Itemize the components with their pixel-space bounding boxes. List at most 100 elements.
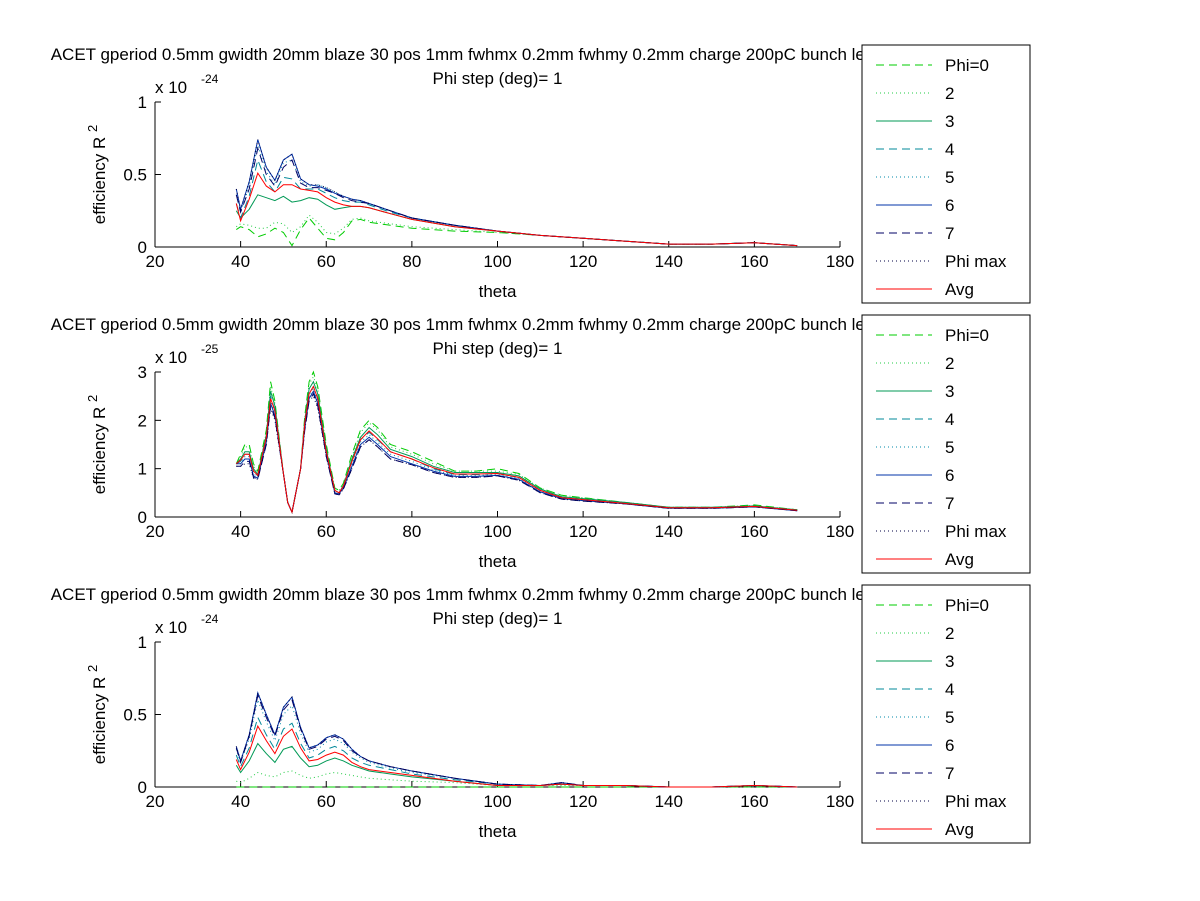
legend-entry-label: 2 bbox=[945, 354, 954, 373]
x-tick-label: 120 bbox=[569, 252, 597, 271]
legend-box bbox=[861, 44, 1031, 304]
series-line-3 bbox=[235, 742, 798, 788]
legend-entry-label: Avg bbox=[945, 550, 974, 569]
legend-entry-label: Avg bbox=[945, 280, 974, 299]
series-line-3 bbox=[235, 194, 798, 247]
legend-entry-label: Phi=0 bbox=[945, 56, 989, 75]
legend-entry-label: Phi max bbox=[945, 252, 1007, 271]
legend-entry-label: Phi=0 bbox=[945, 326, 989, 345]
series-line-phi-0 bbox=[235, 370, 798, 514]
legend: Phi=0 2 3 4 5 6 7 Phi max Avg bbox=[861, 44, 1031, 304]
series-line-7 bbox=[235, 693, 798, 788]
x-tick-label: 100 bbox=[483, 792, 511, 811]
plot-title: ACET gperiod 0.5mm gwidth 20mm blaze 30 … bbox=[51, 585, 945, 604]
x-tick-label: 160 bbox=[740, 252, 768, 271]
y-axis-label: efficiency R 2 bbox=[85, 665, 109, 765]
y-multiplier-exponent: -24 bbox=[201, 72, 219, 86]
y-tick-label: 1 bbox=[138, 633, 147, 652]
legend-entry-label: 2 bbox=[945, 84, 954, 103]
legend: Phi=0 2 3 4 5 6 7 Phi max Avg bbox=[861, 584, 1031, 844]
x-tick-label: 20 bbox=[146, 792, 165, 811]
legend-entry-label: Phi max bbox=[945, 792, 1007, 811]
y-axis-label: efficiency R 2 bbox=[85, 395, 109, 495]
y-multiplier-exponent: -24 bbox=[201, 612, 219, 626]
legend-entry-label: 4 bbox=[945, 680, 954, 699]
legend-entry-label: 7 bbox=[945, 764, 954, 783]
y-axis-label-superscript: 2 bbox=[85, 665, 100, 672]
legend-entry-label: 7 bbox=[945, 494, 954, 513]
series-line-6 bbox=[235, 691, 798, 788]
subplot-3: ACET gperiod 0.5mm gwidth 20mm blaze 30 … bbox=[51, 585, 945, 841]
series-line-4 bbox=[236, 385, 798, 514]
subplot-2: ACET gperiod 0.5mm gwidth 20mm blaze 30 … bbox=[51, 315, 945, 571]
y-multiplier: x 10 bbox=[155, 348, 187, 367]
x-tick-label: 140 bbox=[655, 522, 683, 541]
x-tick-label: 100 bbox=[483, 522, 511, 541]
plot-subtitle: Phi step (deg)= 1 bbox=[433, 609, 563, 628]
legend-entry-label: 3 bbox=[945, 382, 954, 401]
y-multiplier: x 10 bbox=[155, 618, 187, 637]
y-tick-label: 0 bbox=[138, 778, 147, 797]
y-axis-label: efficiency R 2 bbox=[85, 125, 109, 225]
x-tick-label: 180 bbox=[826, 792, 854, 811]
x-tick-label: 80 bbox=[402, 792, 421, 811]
x-tick-label: 60 bbox=[317, 252, 336, 271]
series-line-phi-max bbox=[235, 691, 798, 788]
x-axis-label: theta bbox=[479, 552, 517, 571]
legend-entry-label: Avg bbox=[945, 820, 974, 839]
plot-subtitle: Phi step (deg)= 1 bbox=[433, 339, 563, 358]
subplot-1: ACET gperiod 0.5mm gwidth 20mm blaze 30 … bbox=[51, 45, 945, 301]
x-tick-label: 140 bbox=[655, 252, 683, 271]
x-tick-label: 40 bbox=[231, 252, 250, 271]
legend-entry-label: 4 bbox=[945, 410, 954, 429]
y-tick-label: 3 bbox=[138, 363, 147, 382]
legend-box bbox=[861, 314, 1031, 574]
y-multiplier: x 10 bbox=[155, 78, 187, 97]
legend-entry-label: 4 bbox=[945, 140, 954, 159]
legend-entry-label: 5 bbox=[945, 168, 954, 187]
legend-box bbox=[861, 584, 1031, 844]
legend: Phi=0 2 3 4 5 6 7 Phi max Avg bbox=[861, 314, 1031, 574]
y-tick-label: 0.5 bbox=[123, 706, 147, 725]
x-axis-label: theta bbox=[479, 822, 517, 841]
legend-entry-label: 6 bbox=[945, 196, 954, 215]
y-tick-label: 2 bbox=[138, 411, 147, 430]
x-tick-label: 60 bbox=[317, 792, 336, 811]
x-tick-label: 140 bbox=[655, 792, 683, 811]
y-axis-label-superscript: 2 bbox=[85, 125, 100, 132]
x-tick-label: 180 bbox=[826, 252, 854, 271]
x-tick-label: 120 bbox=[569, 792, 597, 811]
plot-title: ACET gperiod 0.5mm gwidth 20mm blaze 30 … bbox=[51, 315, 945, 334]
legend-entry-label: 5 bbox=[945, 438, 954, 457]
series-line-avg bbox=[235, 724, 798, 788]
y-tick-label: 0.5 bbox=[123, 166, 147, 185]
series-line-3 bbox=[235, 380, 798, 514]
x-tick-label: 180 bbox=[826, 522, 854, 541]
series-line-4 bbox=[235, 716, 798, 788]
x-tick-label: 20 bbox=[146, 252, 165, 271]
series-line-phi-max bbox=[235, 139, 798, 247]
y-axis-label-superscript: 2 bbox=[85, 395, 100, 402]
y-tick-label: 0 bbox=[138, 508, 147, 527]
y-multiplier-exponent: -25 bbox=[201, 342, 219, 356]
x-tick-label: 100 bbox=[483, 252, 511, 271]
legend-entry-label: Phi=0 bbox=[945, 596, 989, 615]
x-tick-label: 40 bbox=[231, 522, 250, 541]
series-line-avg bbox=[235, 171, 798, 247]
legend-entry-label: Phi max bbox=[945, 522, 1007, 541]
x-tick-label: 160 bbox=[740, 522, 768, 541]
legend-entry-label: 6 bbox=[945, 466, 954, 485]
series-line-2 bbox=[235, 375, 798, 514]
legend-entry-label: 6 bbox=[945, 736, 954, 755]
legend-entry-label: 2 bbox=[945, 624, 954, 643]
series-line-phi-0 bbox=[236, 217, 798, 247]
legend-entry-label: 7 bbox=[945, 224, 954, 243]
series-line-2 bbox=[236, 214, 798, 247]
y-tick-label: 1 bbox=[138, 460, 147, 479]
x-tick-label: 160 bbox=[740, 792, 768, 811]
series-line-5 bbox=[235, 143, 798, 247]
legend-entry-label: 5 bbox=[945, 708, 954, 727]
x-tick-label: 80 bbox=[402, 252, 421, 271]
legend-entry-label: 3 bbox=[945, 112, 954, 131]
